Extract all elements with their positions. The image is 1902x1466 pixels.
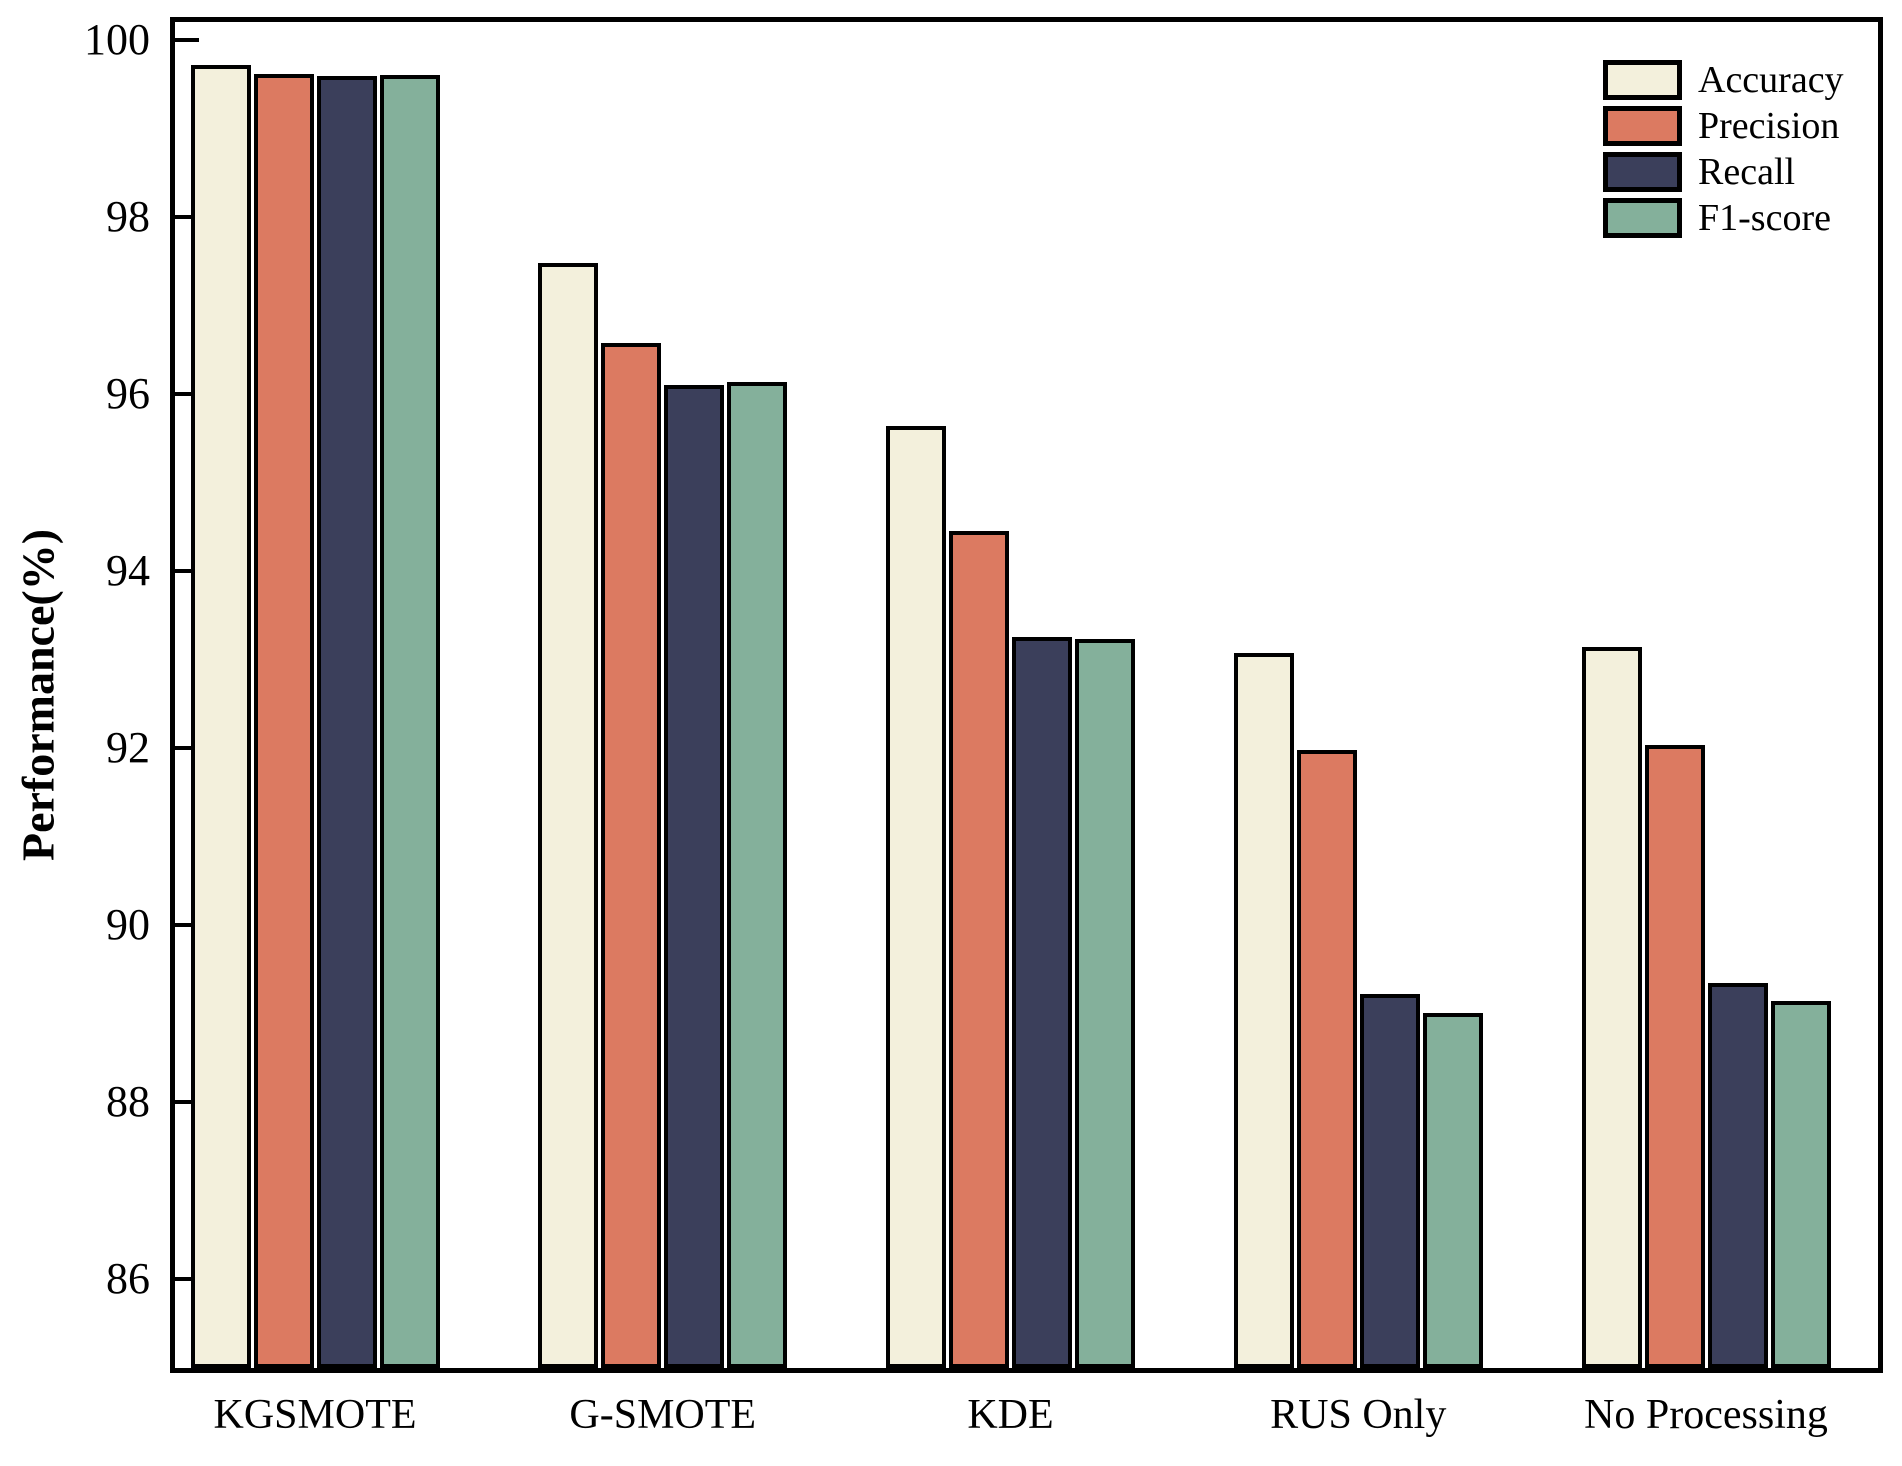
legend-row: Recall xyxy=(1603,152,1844,192)
bar-precision-no-processing xyxy=(1644,744,1705,1368)
y-tick-mark xyxy=(175,214,199,219)
bar-precision-g-smote xyxy=(601,343,662,1368)
legend-swatch-accuracy xyxy=(1603,60,1682,100)
y-tick-label: 90 xyxy=(106,900,150,950)
x-category-label: KGSMOTE xyxy=(213,1392,417,1438)
y-tick-label: 98 xyxy=(106,191,150,241)
y-tick-mark xyxy=(175,1277,199,1282)
y-tick-mark xyxy=(175,391,199,396)
bar-recall-kde xyxy=(1012,637,1072,1368)
y-tick-label: 92 xyxy=(106,723,150,773)
y-tick-label: 94 xyxy=(106,546,150,596)
legend-swatch-f1-score xyxy=(1603,198,1682,238)
legend-swatch-recall xyxy=(1603,152,1682,192)
bar-recall-rus-only xyxy=(1359,994,1420,1368)
legend-label: Precision xyxy=(1698,105,1840,147)
bar-accuracy-rus-only xyxy=(1233,653,1294,1368)
x-category-label: G-SMOTE xyxy=(569,1392,757,1438)
y-tick-mark xyxy=(175,37,199,42)
y-tick-mark xyxy=(175,1100,199,1105)
bar-precision-rus-only xyxy=(1296,749,1357,1368)
bar-recall-no-processing xyxy=(1707,982,1768,1368)
legend: Accuracy Precision Recall F1-score xyxy=(1603,60,1844,244)
bar-f1-score-no-processing xyxy=(1770,1000,1831,1368)
bar-precision-kgsmote xyxy=(253,74,314,1368)
legend-label: Recall xyxy=(1698,151,1796,193)
y-tick-mark xyxy=(175,746,199,751)
legend-row: Precision xyxy=(1603,106,1844,146)
y-tick-mark xyxy=(175,569,199,574)
bar-accuracy-no-processing xyxy=(1581,647,1642,1368)
bar-recall-g-smote xyxy=(664,385,725,1368)
bar-f1-score-kgsmote xyxy=(379,75,440,1368)
legend-swatch-precision xyxy=(1603,106,1682,146)
bar-accuracy-kde xyxy=(886,425,946,1368)
bar-f1-score-rus-only xyxy=(1422,1012,1483,1368)
legend-label: F1-score xyxy=(1698,197,1831,239)
y-tick-label: 88 xyxy=(106,1077,150,1127)
bar-precision-kde xyxy=(949,531,1009,1368)
x-category-label: No Processing xyxy=(1584,1392,1828,1438)
legend-label: Accuracy xyxy=(1698,59,1844,101)
x-category-label: RUS Only xyxy=(1270,1392,1447,1438)
bar-f1-score-g-smote xyxy=(727,381,788,1368)
bar-f1-score-kde xyxy=(1075,639,1135,1368)
bar-recall-kgsmote xyxy=(316,76,377,1368)
x-category-label: KDE xyxy=(967,1392,1054,1438)
y-tick-label: 100 xyxy=(84,14,150,64)
legend-row: Accuracy xyxy=(1603,60,1844,100)
bar-accuracy-g-smote xyxy=(538,262,599,1368)
bar-accuracy-kgsmote xyxy=(190,64,251,1368)
y-tick-label: 96 xyxy=(106,368,150,418)
y-tick-mark xyxy=(175,923,199,928)
y-tick-label: 86 xyxy=(106,1254,150,1304)
legend-row: F1-score xyxy=(1603,198,1844,238)
